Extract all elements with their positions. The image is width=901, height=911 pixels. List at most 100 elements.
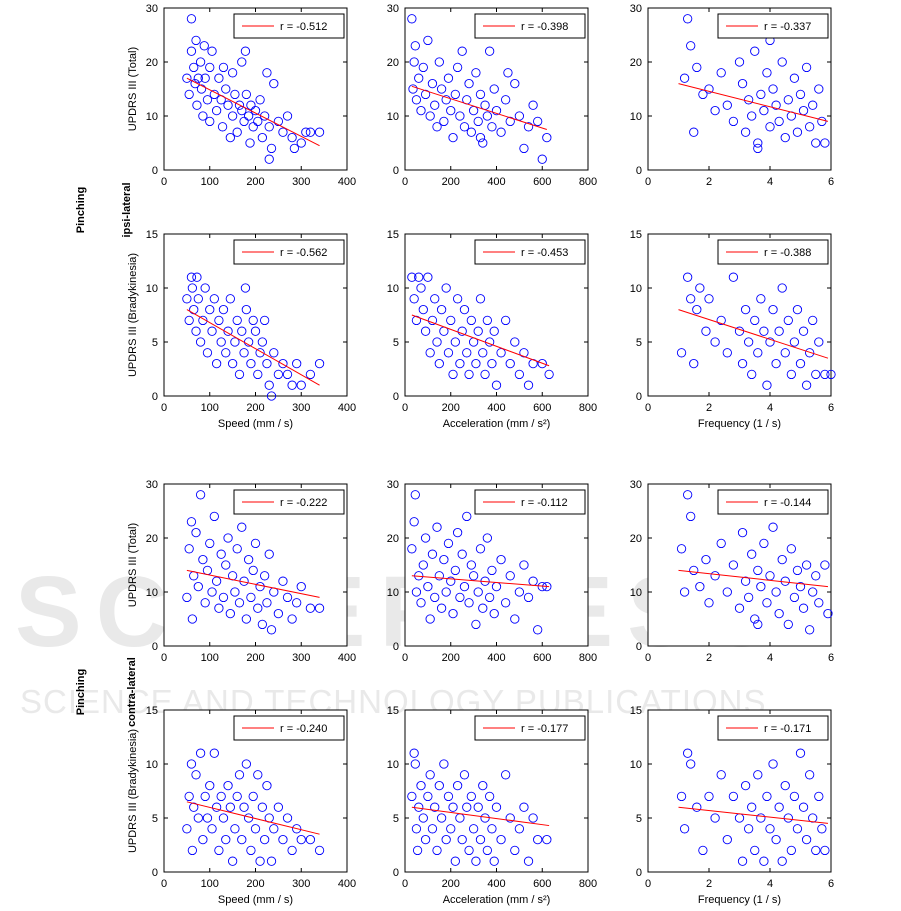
x-tick-label: 4 <box>767 878 773 890</box>
data-point <box>487 565 497 576</box>
data-point <box>519 802 529 812</box>
data-point <box>416 598 426 608</box>
data-point <box>692 62 702 73</box>
data-point <box>753 619 763 630</box>
data-point <box>259 834 270 845</box>
data-point <box>811 138 821 148</box>
y-tick-label: 5 <box>636 813 642 825</box>
data-point <box>434 780 444 791</box>
data-point <box>478 348 488 358</box>
data-point <box>759 538 769 549</box>
data-point <box>418 62 428 73</box>
data-point <box>227 856 238 866</box>
data-point <box>814 84 824 94</box>
data-point <box>679 587 690 597</box>
data-point <box>190 78 200 89</box>
x-tick-label: 0 <box>402 402 408 414</box>
data-point <box>462 802 472 812</box>
data-point <box>186 272 197 282</box>
data-point <box>765 337 775 347</box>
data-point <box>756 813 766 823</box>
data-point <box>427 549 438 559</box>
y-tick-label: 20 <box>387 57 399 69</box>
data-point <box>747 549 757 559</box>
data-point <box>780 780 790 791</box>
data-point <box>471 358 481 369</box>
data-point <box>768 522 778 532</box>
data-point <box>245 138 255 148</box>
data-point <box>777 554 787 565</box>
data-point <box>192 272 202 282</box>
data-point <box>232 791 242 802</box>
data-point <box>710 571 720 581</box>
data-point <box>430 802 440 812</box>
y-tick-label: 10 <box>146 283 158 295</box>
data-point <box>305 369 316 380</box>
data-point <box>411 824 422 834</box>
data-point <box>464 369 474 380</box>
data-point <box>248 791 258 802</box>
data-point <box>257 802 268 812</box>
data-point <box>484 791 495 802</box>
data-point <box>214 603 224 613</box>
data-point <box>443 791 454 802</box>
data-point <box>287 380 297 390</box>
data-point <box>230 337 240 347</box>
data-point <box>496 834 506 845</box>
x-tick-label: 4 <box>767 176 773 188</box>
data-point <box>241 759 252 769</box>
data-point <box>241 614 252 624</box>
data-point <box>808 315 818 326</box>
data-point <box>744 824 754 834</box>
data-point <box>759 326 769 336</box>
x-tick-label: 200 <box>246 402 264 414</box>
data-point <box>768 759 778 769</box>
data-point <box>765 824 775 834</box>
data-point <box>250 824 261 834</box>
data-point <box>218 62 229 73</box>
data-point <box>528 813 538 823</box>
data-point <box>446 315 456 326</box>
data-point <box>225 608 235 619</box>
data-point <box>466 560 476 570</box>
data-point <box>416 283 426 293</box>
data-point <box>257 619 268 630</box>
x-tick-label: 400 <box>487 878 505 890</box>
data-point <box>240 46 251 56</box>
data-point <box>191 326 201 336</box>
data-point <box>296 581 306 592</box>
data-point <box>266 391 277 401</box>
data-point <box>704 791 714 802</box>
data-point <box>768 84 778 94</box>
y-tick-label: 15 <box>630 229 642 241</box>
data-point <box>478 138 488 148</box>
data-point <box>777 283 787 293</box>
data-point <box>820 845 830 856</box>
data-point <box>230 824 240 834</box>
data-point <box>225 294 235 304</box>
data-point <box>246 845 256 856</box>
data-point <box>792 824 803 834</box>
data-point <box>771 100 781 110</box>
data-point <box>412 845 423 856</box>
data-point <box>232 544 242 554</box>
data-point <box>287 132 297 143</box>
data-point <box>416 105 426 116</box>
data-point <box>248 315 258 326</box>
data-point <box>207 46 217 56</box>
data-point <box>239 116 249 127</box>
x-tick-label: 600 <box>533 878 551 890</box>
data-point <box>250 538 261 549</box>
legend-label: r = -0.240 <box>280 723 327 735</box>
data-point <box>234 100 245 110</box>
data-point <box>195 490 206 500</box>
x-tick-label: 800 <box>579 402 597 414</box>
data-point <box>457 834 467 845</box>
data-point <box>200 791 210 802</box>
data-point <box>771 834 781 845</box>
data-point <box>505 813 515 823</box>
data-point <box>505 571 515 581</box>
data-point <box>278 358 288 369</box>
y-tick-label: 10 <box>146 111 158 123</box>
y-tick-label: 0 <box>393 391 399 403</box>
